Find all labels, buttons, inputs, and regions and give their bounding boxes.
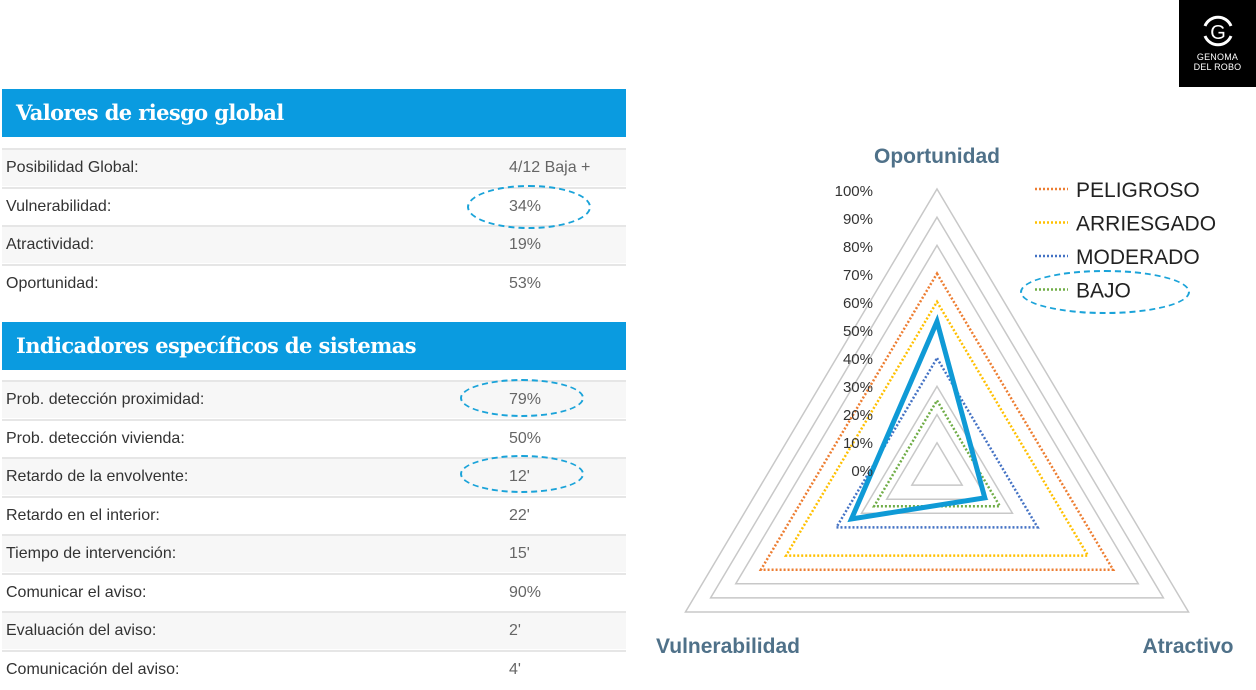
table-row: Oportunidad: 53% (2, 263, 626, 302)
table-row: Tiempo de intervención: 15' (2, 534, 626, 572)
tick-label: 90% (843, 211, 873, 228)
legend-label: ARRIESGADO (1076, 213, 1216, 236)
row-value: 2' (509, 622, 521, 639)
row-label: Retardo en el interior: (6, 506, 160, 524)
row-label: Retardo de la envolvente: (6, 468, 189, 485)
genoma-del-robo-logo: G GENOMA DEL ROBO (1179, 0, 1256, 87)
series-peligroso (758, 271, 1116, 571)
grid-ring (709, 215, 1165, 599)
row-value: 22' (509, 506, 530, 524)
row-value: 15' (509, 545, 530, 562)
tick-label: 30% (843, 379, 873, 396)
row-value: 4/12 Baja + (509, 159, 591, 176)
tick-label: 60% (843, 295, 873, 312)
series-arriesgado (783, 299, 1091, 557)
row-label: Prob. detección proximidad: (6, 391, 205, 408)
grid-ring (885, 413, 989, 500)
grid-ring (860, 384, 1014, 515)
row-value: 90% (509, 583, 542, 601)
row-label: Oportunidad: (6, 274, 99, 292)
tick-label: 100% (835, 183, 873, 200)
row-value: 19% (509, 236, 542, 253)
table-row: Retardo en el interior: 22' (2, 495, 626, 534)
grid-ring (910, 441, 964, 486)
svg-text:G: G (1210, 22, 1226, 44)
highlight-prob-proximidad (460, 379, 584, 417)
row-label: Comunicación del aviso: (6, 660, 180, 678)
legend-label: PELIGROSO (1076, 179, 1200, 202)
table-row: Atractividad: 19% (2, 225, 626, 263)
axis-label-vulnerabilidad: Vulnerabilidad (656, 635, 800, 658)
global-risk-header: Valores de riesgo global (2, 89, 626, 137)
row-label: Tiempo de intervención: (6, 545, 177, 562)
highlight-retardo-envolvente (460, 455, 584, 493)
grid-ring (734, 243, 1140, 585)
logo-text-line2: DEL ROBO (1193, 62, 1242, 72)
tick-label: 0% (851, 463, 873, 480)
table-row: Comunicar el aviso: 90% (2, 572, 626, 611)
row-label: Prob. detección vivienda: (6, 429, 185, 447)
table-row: Posibilidad Global: 4/12 Baja + (2, 148, 626, 186)
tick-label: 40% (843, 351, 873, 368)
logo-text-line1: GENOMA (1196, 52, 1239, 62)
row-value: 4' (509, 660, 521, 678)
row-label: Posibilidad Global: (6, 159, 139, 176)
tick-label: 80% (843, 239, 873, 256)
row-value: 50% (509, 429, 542, 447)
row-label: Comunicar el aviso: (6, 583, 147, 601)
highlight-legend-bajo (1020, 270, 1190, 314)
row-label: Atractividad: (6, 236, 95, 253)
tick-label: 10% (843, 435, 873, 452)
axis-label-oportunidad: Oportunidad (874, 145, 1000, 168)
row-value: 53% (509, 274, 542, 292)
table-row: Prob. detección vivienda: 50% (2, 418, 626, 457)
legend-label: MODERADO (1076, 246, 1200, 269)
highlight-vulnerabilidad (467, 185, 591, 229)
table-row: Comunicación del aviso: 4' (2, 649, 626, 688)
logo-g-icon: G (1203, 15, 1233, 47)
table-row: Evaluación del aviso: 2' (2, 611, 626, 649)
row-label: Evaluación del aviso: (6, 622, 157, 639)
tick-label: 70% (843, 267, 873, 284)
tick-label: 50% (843, 323, 873, 340)
systems-indicators-header: Indicadores específicos de sistemas (2, 322, 626, 370)
tick-label: 20% (843, 407, 873, 424)
axis-label-atractivo: Atractivo (1142, 635, 1233, 658)
row-label: Vulnerabilidad: (6, 197, 112, 215)
grid-ring (684, 187, 1190, 613)
current-risk-line (847, 313, 988, 523)
